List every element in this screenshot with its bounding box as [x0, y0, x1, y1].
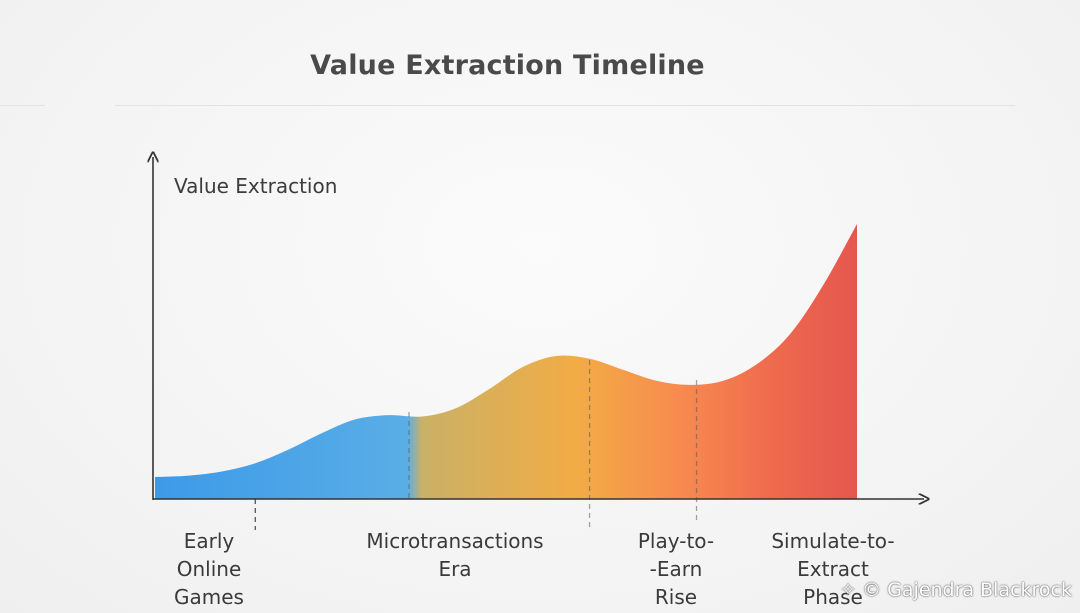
- watermark-icon: ✧: [840, 579, 863, 601]
- y-axis-label: Value Extraction: [174, 174, 338, 198]
- phase-label: Early Online Games: [174, 529, 244, 609]
- chart-title: Value Extraction Timeline: [310, 50, 705, 81]
- watermark-text: © Gajendra Blackrock: [862, 579, 1072, 601]
- phase-label: Microtransactions Era: [366, 529, 544, 581]
- phase-label: Play-to- -Earn Rise: [637, 529, 715, 609]
- title-divider-right: [115, 105, 1015, 106]
- phase-label: Simulate-to- Extract Phase: [771, 529, 895, 609]
- title-divider-left: [0, 105, 45, 106]
- watermark: ✧ © Gajendra Blackrock: [840, 579, 1072, 601]
- value-extraction-area: [155, 224, 857, 499]
